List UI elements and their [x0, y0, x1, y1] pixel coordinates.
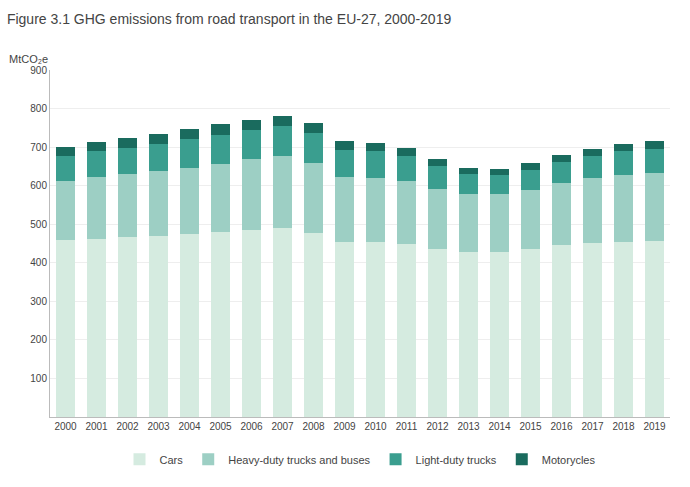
svg-text:2008: 2008	[302, 421, 325, 432]
svg-text:2014: 2014	[488, 421, 511, 432]
svg-text:2017: 2017	[581, 421, 604, 432]
svg-text:2018: 2018	[612, 421, 635, 432]
svg-text:2001: 2001	[85, 421, 108, 432]
svg-text:2004: 2004	[178, 421, 201, 432]
svg-text:2010: 2010	[364, 421, 387, 432]
svg-text:600: 600	[30, 180, 47, 191]
svg-text:2000: 2000	[54, 421, 77, 432]
svg-text:2002: 2002	[116, 421, 139, 432]
svg-text:300: 300	[30, 296, 47, 307]
svg-text:Light-duty trucks: Light-duty trucks	[416, 454, 497, 466]
svg-text:Figure 3.1 GHG emissions from: Figure 3.1 GHG emissions from road trans…	[7, 11, 452, 27]
svg-text:700: 700	[30, 142, 47, 153]
svg-text:500: 500	[30, 219, 47, 230]
svg-text:2019: 2019	[643, 421, 666, 432]
svg-text:MtCO₂e: MtCO₂e	[9, 53, 48, 65]
svg-text:400: 400	[30, 257, 47, 268]
svg-text:Heavy-duty trucks and buses: Heavy-duty trucks and buses	[228, 454, 370, 466]
svg-text:2006: 2006	[240, 421, 263, 432]
svg-text:2009: 2009	[333, 421, 356, 432]
svg-text:Motorycles: Motorycles	[542, 454, 596, 466]
svg-text:2003: 2003	[147, 421, 170, 432]
svg-text:2016: 2016	[550, 421, 573, 432]
svg-text:200: 200	[30, 334, 47, 345]
svg-text:100: 100	[30, 373, 47, 384]
svg-text:Cars: Cars	[160, 454, 184, 466]
svg-text:900: 900	[30, 65, 47, 76]
svg-text:2005: 2005	[209, 421, 232, 432]
svg-text:2007: 2007	[271, 421, 294, 432]
svg-text:800: 800	[30, 103, 47, 114]
svg-text:2012: 2012	[426, 421, 449, 432]
svg-text:2013: 2013	[457, 421, 480, 432]
svg-text:2015: 2015	[519, 421, 542, 432]
svg-text:2011: 2011	[396, 421, 418, 432]
